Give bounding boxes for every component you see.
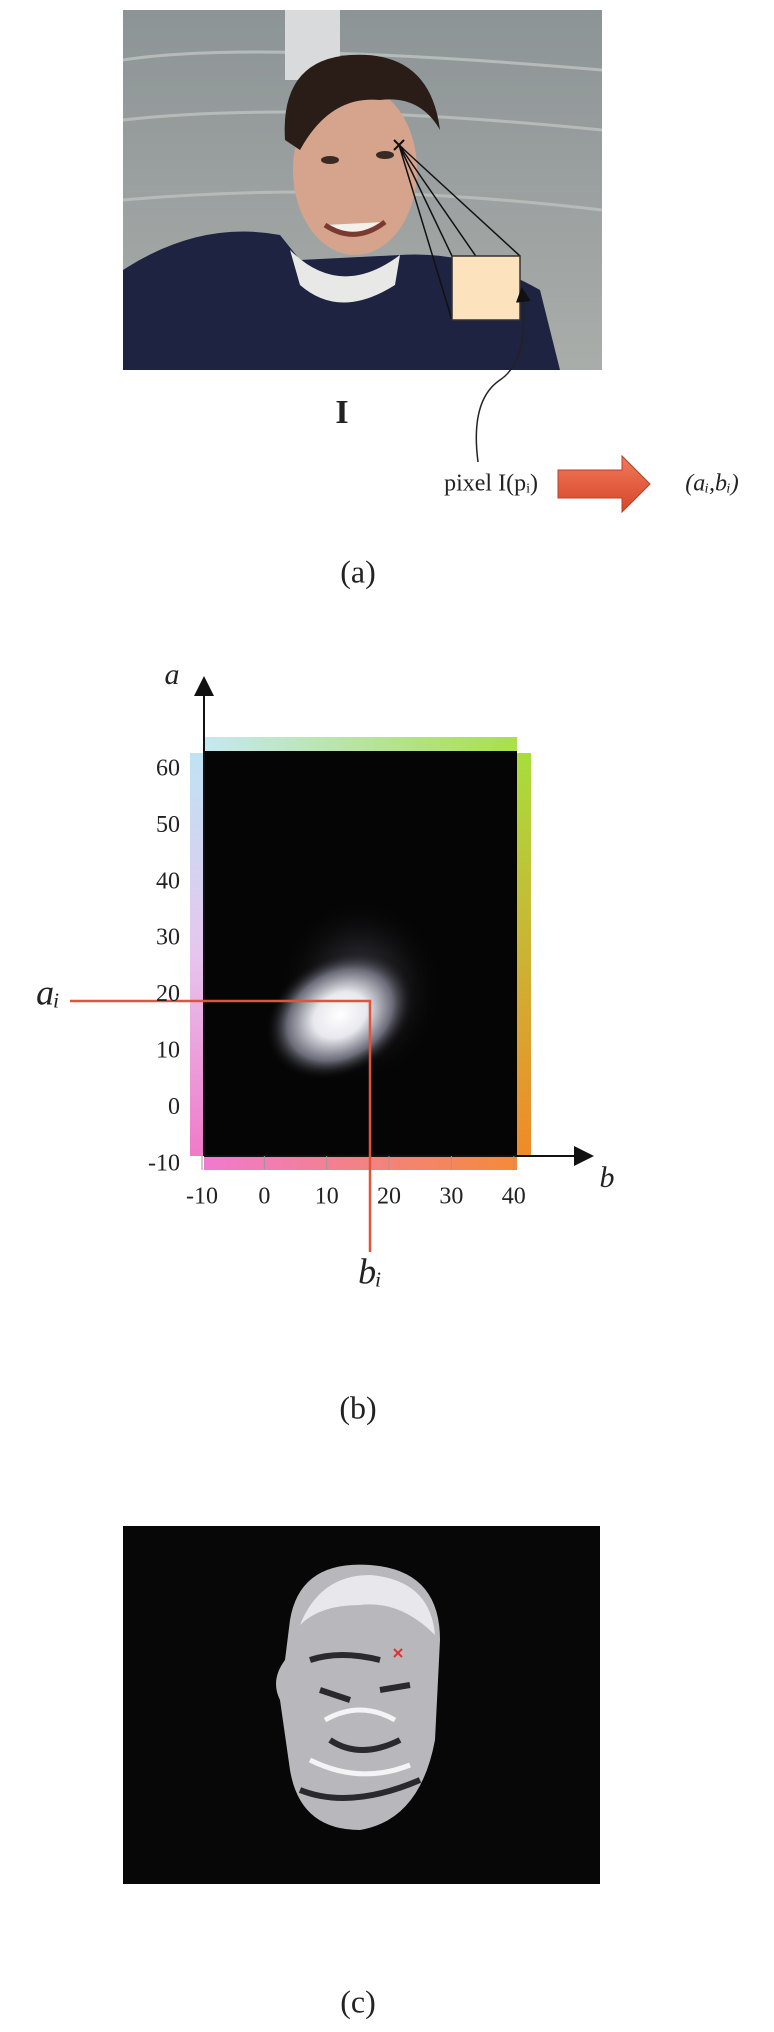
image-label: I [335, 394, 348, 431]
y-tick-label: 30 [156, 925, 180, 951]
y-tick-label: 20 [156, 981, 180, 1007]
x-tick-label: 40 [502, 1184, 526, 1210]
a-marker-label: aᵢ [36, 972, 60, 1012]
caption: (c) [340, 1983, 376, 2019]
y-tick-label: 0 [168, 1094, 180, 1120]
x-tick-label: 30 [439, 1184, 463, 1210]
caption: (b) [339, 1389, 376, 1425]
y-tick-label: -10 [148, 1151, 180, 1177]
pixel-label: pixel I(pᵢ) [444, 471, 538, 497]
y-tick-label: 10 [156, 1038, 180, 1064]
x-tick-label: 20 [377, 1184, 401, 1210]
x-tick-label: 10 [315, 1184, 339, 1210]
y-tick-label: 40 [156, 868, 180, 894]
x-axis-label: b [600, 1161, 615, 1194]
figure: I pixel I(pᵢ) (aᵢ,bᵢ) (a) -10 0 10 20 30 40 50… [0, 0, 774, 2032]
y-tick-label: 60 [156, 755, 180, 781]
x-tick-label: -10 [186, 1184, 218, 1210]
backprojection-image [123, 1526, 600, 1884]
mapping-arrow [558, 456, 650, 512]
b-marker-label: bᵢ [358, 1251, 382, 1291]
output-label: (aᵢ,bᵢ) [685, 471, 739, 497]
photo [123, 10, 602, 370]
y-tick-label: 50 [156, 812, 180, 838]
caption: (a) [340, 553, 376, 589]
x-tick-label: 0 [258, 1184, 270, 1210]
y-axis-label: a [165, 658, 180, 691]
